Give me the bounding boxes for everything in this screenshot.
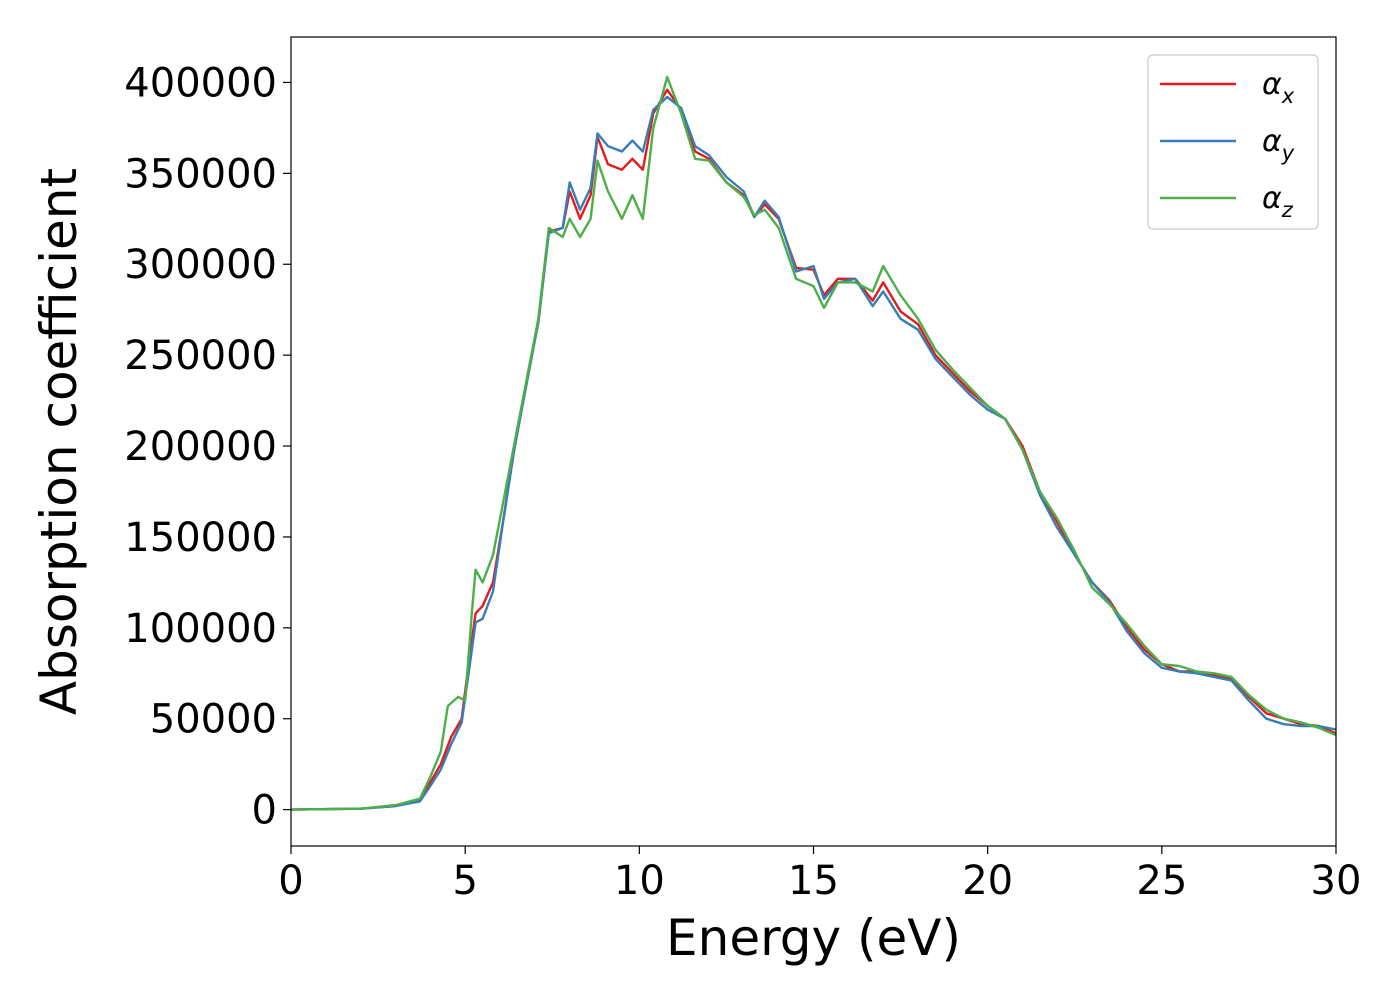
series-lines	[291, 75, 1336, 811]
y-tick-label: 250000	[124, 333, 277, 379]
x-tick-label: 0	[278, 858, 303, 904]
y-tick-label: 50000	[150, 697, 277, 743]
y-tick-label: 350000	[124, 151, 277, 197]
legend-label-x: αx	[1262, 67, 1295, 108]
x-tick-label: 30	[1311, 858, 1362, 904]
series-line-y	[291, 95, 1336, 811]
x-axis: 0 5 10 15 20 25 30	[278, 846, 1361, 904]
legend: αx αy αz	[1147, 54, 1319, 230]
x-tick-label: 15	[788, 858, 839, 904]
y-tick-label: 150000	[124, 515, 277, 561]
y-tick-label: 200000	[124, 424, 277, 470]
x-tick-label: 20	[962, 858, 1013, 904]
x-tick-label: 25	[1136, 858, 1187, 904]
series-line-z	[291, 75, 1336, 811]
x-tick-label: 5	[452, 858, 477, 904]
y-tick-label: 100000	[124, 606, 277, 652]
y-tick-label: 300000	[124, 242, 277, 288]
y-axis: 0 50000 100000 150000 200000 250000 300000 3500…	[124, 60, 291, 834]
y-axis-label: Absorption coefficient	[30, 168, 88, 715]
legend-label-z: αz	[1262, 181, 1294, 222]
y-tick-label: 400000	[124, 60, 277, 106]
y-tick-label: 0	[252, 788, 277, 834]
legend-label-y: αy	[1262, 124, 1295, 165]
x-axis-label: Energy (eV)	[666, 909, 961, 967]
x-tick-label: 10	[614, 858, 665, 904]
